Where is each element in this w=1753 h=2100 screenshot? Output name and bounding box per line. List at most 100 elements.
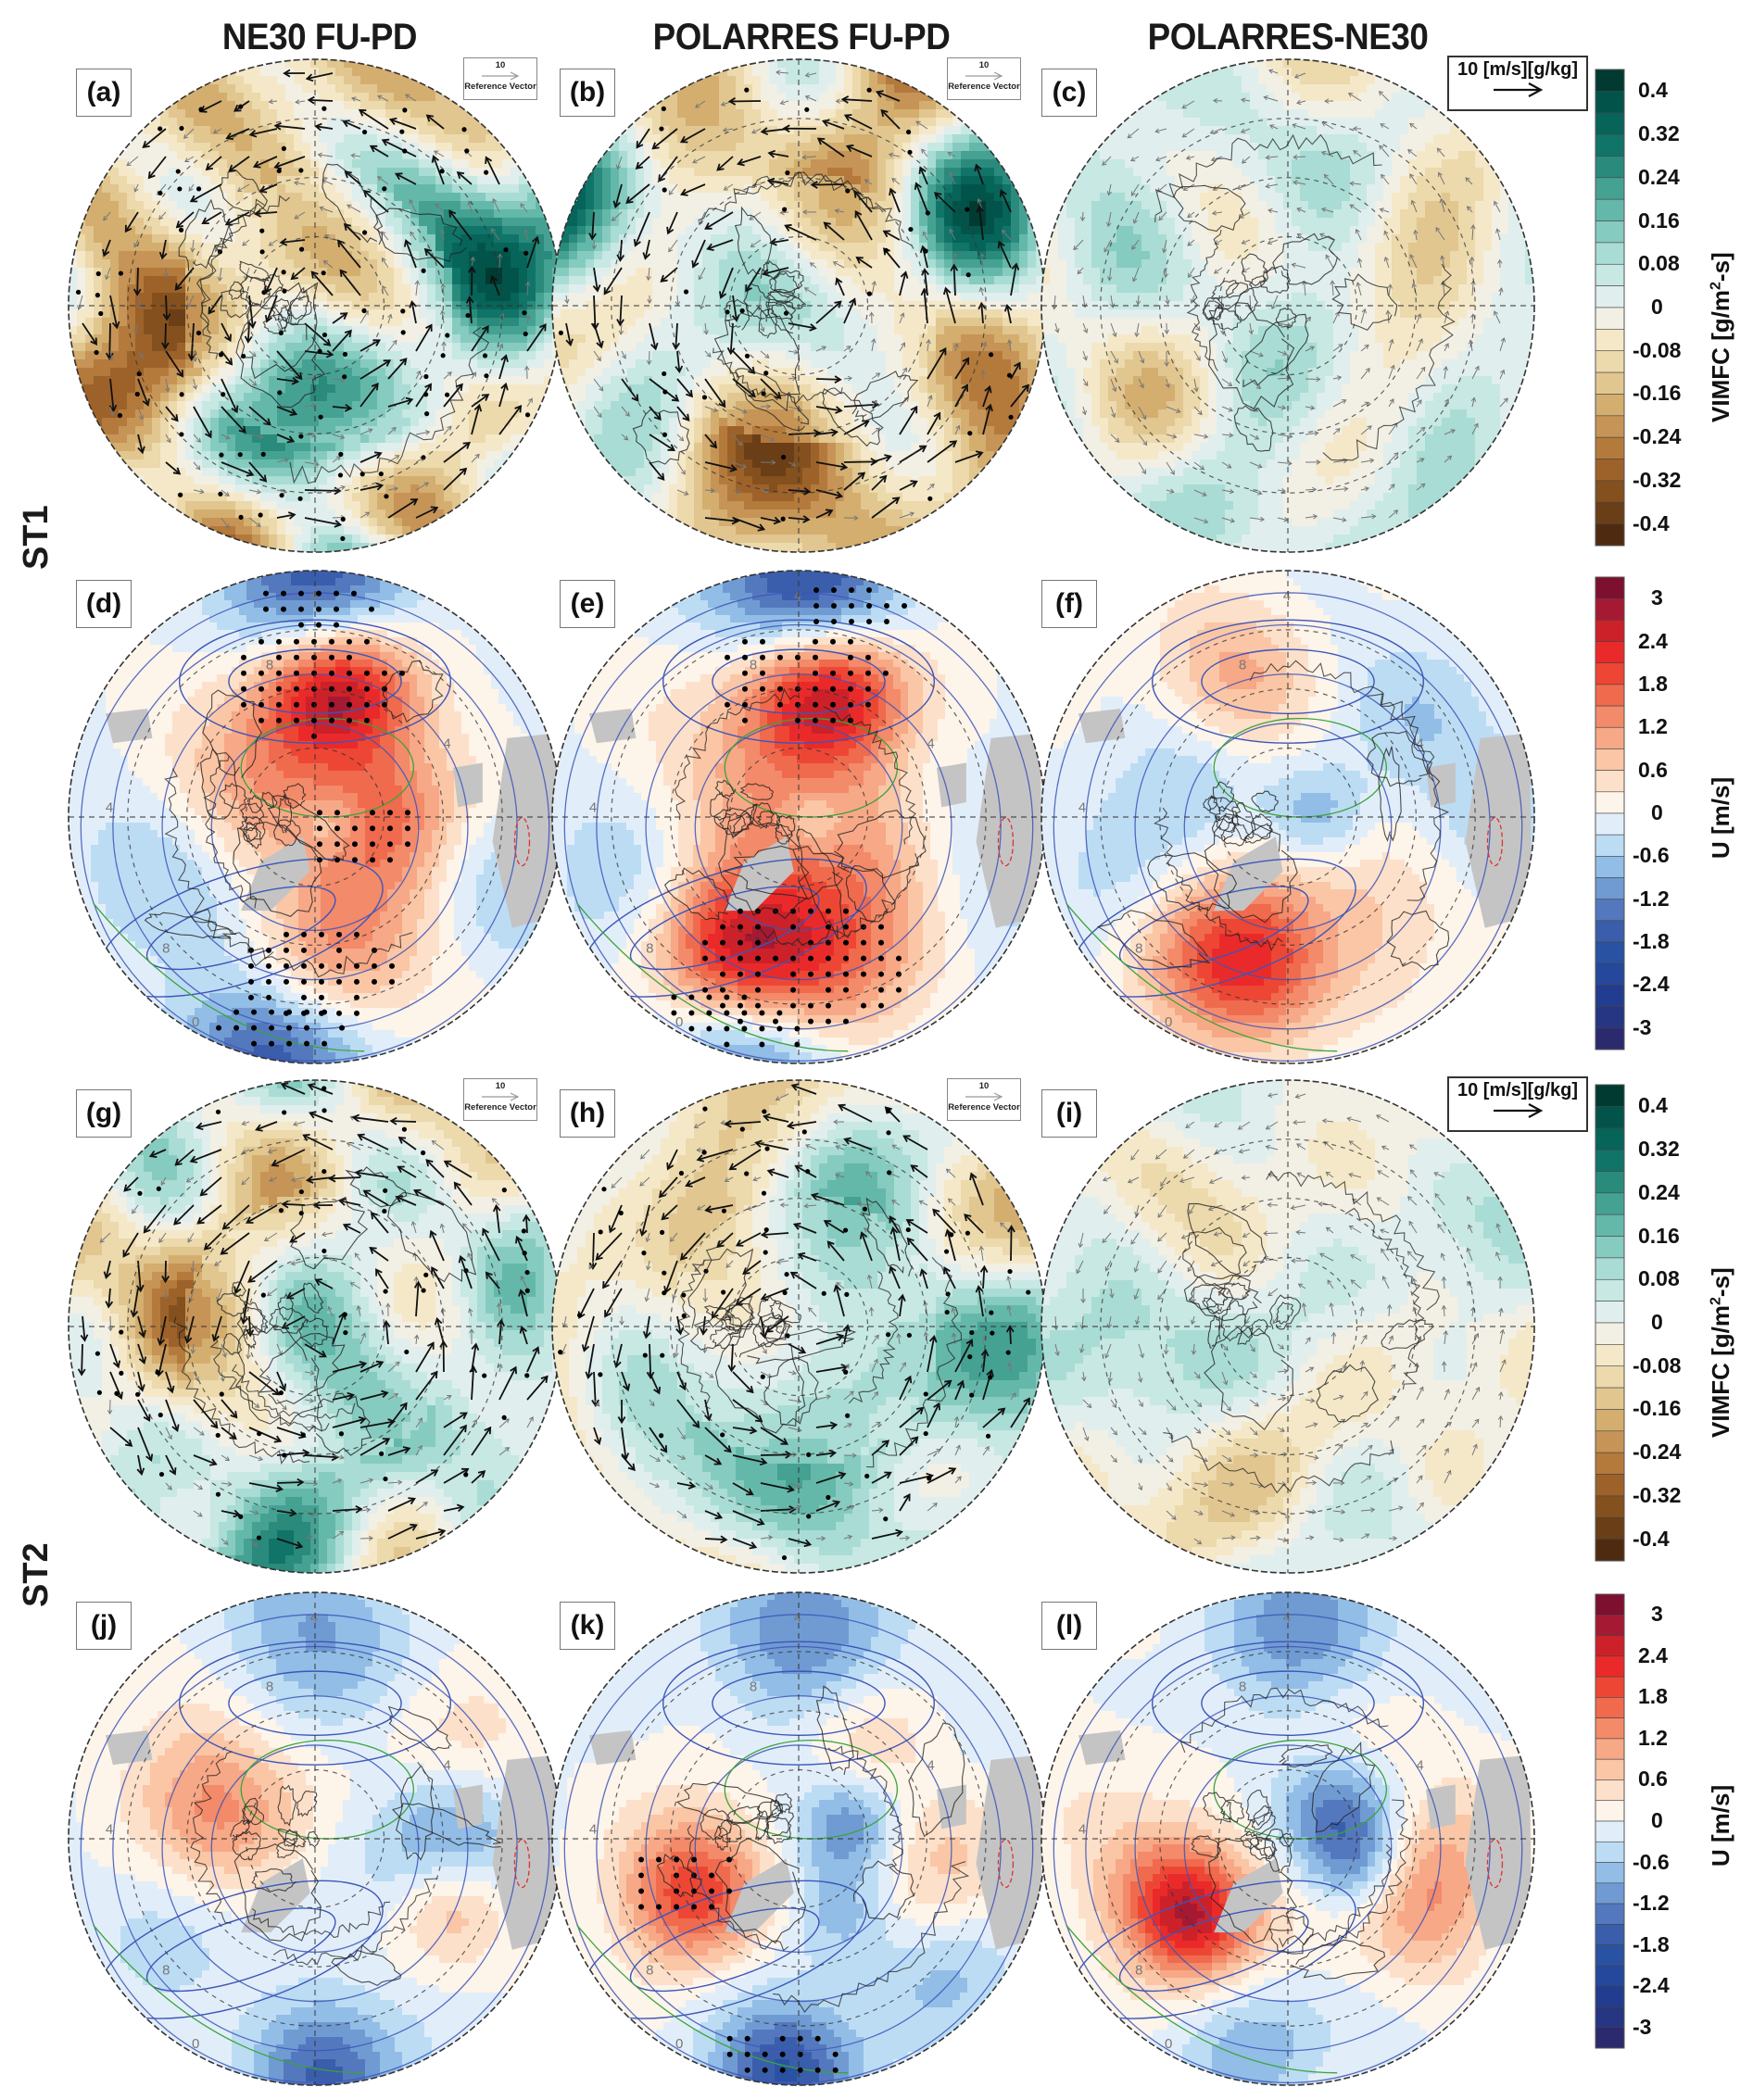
flux-vector bbox=[676, 1371, 687, 1390]
flux-vector-head bbox=[710, 487, 715, 494]
flux-vector-head bbox=[1172, 434, 1178, 439]
flux-vector-head bbox=[933, 411, 941, 421]
flux-vector-head bbox=[221, 1352, 227, 1358]
flux-vector-head bbox=[1392, 1535, 1398, 1541]
flux-vector bbox=[1277, 322, 1292, 326]
flux-vector bbox=[1267, 239, 1279, 245]
flux-vector-head bbox=[1475, 1387, 1481, 1392]
flux-vector-head bbox=[978, 1245, 984, 1251]
contour-label: 8 bbox=[646, 1962, 653, 1978]
flux-vector-head bbox=[264, 314, 273, 323]
flux-vector bbox=[343, 120, 361, 130]
flux-vector-head bbox=[1284, 1513, 1291, 1518]
flux-vector bbox=[382, 285, 389, 296]
flux-vector bbox=[927, 412, 940, 435]
flux-vector bbox=[921, 1269, 928, 1289]
flux-vector-head bbox=[99, 1238, 105, 1243]
stipple-dot bbox=[1008, 414, 1014, 420]
flux-vector-head bbox=[720, 101, 726, 107]
flux-vector bbox=[471, 1419, 477, 1428]
flux-vector-head bbox=[779, 1202, 785, 1208]
flux-vector-head bbox=[185, 1177, 192, 1183]
flux-vector bbox=[1277, 461, 1292, 464]
flux-vector bbox=[1110, 322, 1116, 337]
flux-vector-head bbox=[881, 1440, 890, 1448]
flux-vector-head bbox=[696, 1205, 702, 1211]
flux-vector-head bbox=[1466, 1247, 1471, 1252]
flux-vector-head bbox=[1398, 1505, 1404, 1511]
flux-vector-head bbox=[976, 205, 985, 213]
flux-vector-head bbox=[1112, 1430, 1118, 1436]
flux-vector-head bbox=[1187, 213, 1192, 219]
flux-vector bbox=[471, 325, 489, 352]
flux-vector bbox=[659, 1176, 678, 1198]
flux-vector bbox=[293, 1121, 306, 1125]
flux-vector-head bbox=[720, 1120, 725, 1125]
flux-vector-head bbox=[241, 1120, 246, 1126]
flux-vector bbox=[405, 240, 417, 269]
flux-vector bbox=[444, 1161, 473, 1178]
flux-vector-head bbox=[746, 1488, 754, 1496]
flux-vector-head bbox=[1081, 303, 1088, 308]
flux-vector bbox=[1499, 370, 1505, 380]
flux-vector-head bbox=[1361, 308, 1367, 314]
flux-vector bbox=[593, 1427, 600, 1444]
stipple-dot bbox=[843, 939, 849, 946]
stipple-dot bbox=[720, 955, 725, 962]
colorbar-swatch bbox=[1595, 242, 1625, 265]
flux-vector bbox=[704, 1510, 722, 1519]
flux-vector bbox=[664, 1260, 678, 1293]
flux-vector bbox=[1327, 1279, 1334, 1289]
stipple-dot bbox=[659, 1229, 665, 1235]
stipple-dot bbox=[965, 1230, 971, 1236]
flux-vector-head bbox=[268, 98, 273, 105]
flux-vector-head bbox=[273, 1435, 283, 1443]
flux-vector-head bbox=[377, 176, 383, 182]
flux-vector-head bbox=[447, 425, 452, 431]
stipple-dot bbox=[884, 619, 890, 625]
flux-vector-head bbox=[188, 186, 194, 192]
flux-vector-head bbox=[190, 1267, 195, 1273]
flux-vector-head bbox=[1169, 1377, 1175, 1383]
flux-vector bbox=[1349, 1140, 1362, 1151]
flux-vector bbox=[776, 1093, 789, 1100]
flux-vector-head bbox=[317, 152, 322, 158]
flux-vector bbox=[1388, 422, 1398, 435]
flux-vector bbox=[276, 1371, 286, 1390]
colorbar-tick-label: 0 bbox=[1651, 1808, 1663, 1833]
flux-vector bbox=[1010, 362, 1021, 380]
flux-vector bbox=[1242, 156, 1251, 164]
stipple-dot bbox=[404, 841, 410, 848]
flux-vector-head bbox=[1379, 145, 1384, 150]
stipple-dot bbox=[404, 825, 410, 832]
flux-vector-head bbox=[698, 220, 703, 226]
flux-vector bbox=[876, 91, 901, 102]
flux-vector-head bbox=[787, 1484, 795, 1493]
flux-vector-head bbox=[955, 424, 961, 431]
flux-vector bbox=[914, 182, 928, 213]
flux-vector bbox=[1131, 239, 1140, 250]
stipple-dot bbox=[158, 190, 163, 196]
flux-vector-head bbox=[790, 461, 797, 467]
flux-vector bbox=[405, 94, 417, 102]
flux-vector-head bbox=[1127, 133, 1132, 139]
flux-vector-head bbox=[80, 1334, 89, 1342]
flux-vector-head bbox=[473, 1419, 478, 1425]
stipple-dot bbox=[826, 987, 831, 993]
flux-vector bbox=[498, 355, 508, 380]
flux-vector-head bbox=[413, 1280, 422, 1289]
flux-vector-head bbox=[855, 257, 864, 264]
flux-vector bbox=[932, 1209, 956, 1234]
flux-vector-head bbox=[1265, 1125, 1271, 1130]
flux-vector bbox=[137, 350, 144, 358]
flux-vector-head bbox=[1180, 1234, 1187, 1239]
flux-vector-head bbox=[460, 1412, 468, 1420]
flux-vector bbox=[221, 1482, 232, 1485]
flux-vector bbox=[1379, 91, 1390, 102]
flux-vector-head bbox=[865, 1171, 871, 1176]
flux-vector bbox=[1410, 1169, 1418, 1178]
flux-vector-head bbox=[921, 148, 927, 154]
flux-vector bbox=[593, 295, 597, 329]
flux-vector bbox=[1277, 1482, 1286, 1486]
